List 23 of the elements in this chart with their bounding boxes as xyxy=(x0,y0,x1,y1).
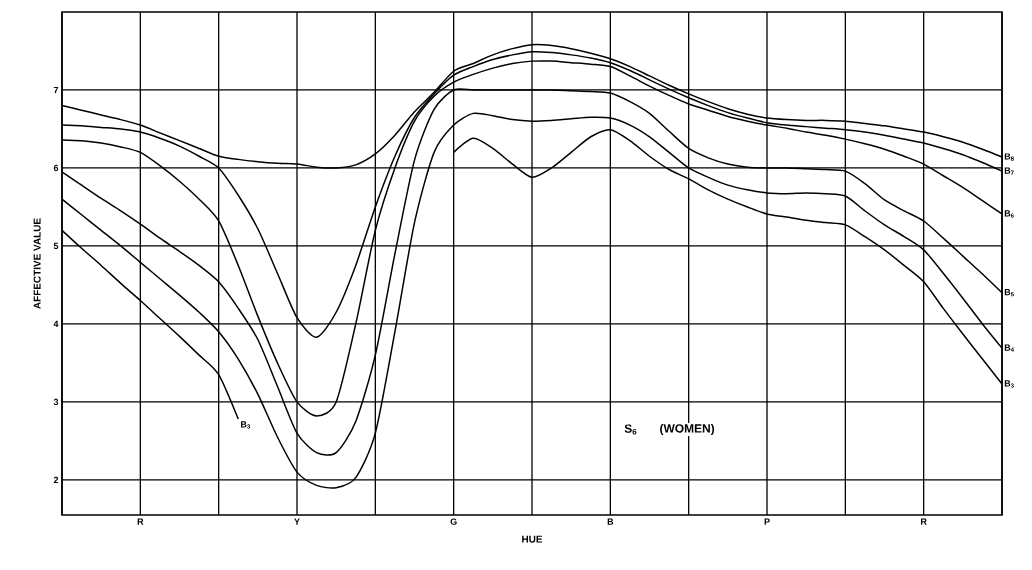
x-tick-label: G xyxy=(450,518,457,525)
y-axis-title: AFFECTIVE VALUE xyxy=(33,218,41,309)
x-tick-label: R xyxy=(921,518,927,525)
series-label: B$_{3}$ xyxy=(1004,380,1014,388)
annotation: (WOMEN) xyxy=(660,423,715,436)
x-tick-label: R xyxy=(137,518,144,525)
x-tick-label: P xyxy=(764,518,770,525)
x-axis-title: HUE xyxy=(522,535,543,543)
y-tick-label: 4 xyxy=(53,320,59,328)
annotation: S$_{6}$ xyxy=(624,424,637,435)
y-tick-label: 6 xyxy=(53,164,59,172)
y-tick-label: 3 xyxy=(53,398,59,406)
y-tick-label: 5 xyxy=(53,242,59,250)
series-label: B$_{8}$ xyxy=(1004,153,1014,161)
text: B$_{3}$ xyxy=(241,421,251,429)
y-tick-label: 2 xyxy=(53,476,59,484)
y-tick-label: 7 xyxy=(53,86,59,94)
x-tick-label: Y xyxy=(294,518,300,525)
series-label: B$_{4}$ xyxy=(1004,344,1014,352)
series-label: B$_{7}$ xyxy=(1004,167,1014,175)
series-label: B$_{5}$ xyxy=(1004,289,1014,297)
series-label: B$_{6}$ xyxy=(1004,210,1014,218)
x-tick-label: B xyxy=(607,518,614,525)
